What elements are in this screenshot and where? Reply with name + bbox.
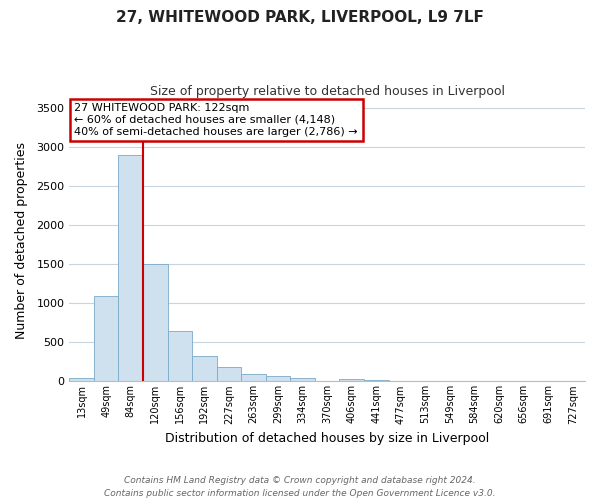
Bar	[217, 366, 241, 382]
Title: Size of property relative to detached houses in Liverpool: Size of property relative to detached ho…	[149, 85, 505, 98]
Text: 27, WHITEWOOD PARK, LIVERPOOL, L9 7LF: 27, WHITEWOOD PARK, LIVERPOOL, L9 7LF	[116, 10, 484, 25]
Y-axis label: Number of detached properties: Number of detached properties	[15, 142, 28, 340]
X-axis label: Distribution of detached houses by size in Liverpool: Distribution of detached houses by size …	[165, 432, 489, 445]
Bar	[94, 296, 118, 382]
Bar	[241, 374, 266, 382]
Bar	[266, 376, 290, 382]
Text: 27 WHITEWOOD PARK: 122sqm
← 60% of detached houses are smaller (4,148)
40% of se: 27 WHITEWOOD PARK: 122sqm ← 60% of detac…	[74, 104, 358, 136]
Bar	[118, 155, 143, 382]
Text: Contains HM Land Registry data © Crown copyright and database right 2024.
Contai: Contains HM Land Registry data © Crown c…	[104, 476, 496, 498]
Bar	[290, 378, 315, 382]
Bar	[70, 378, 94, 382]
Bar	[143, 264, 167, 382]
Bar	[364, 380, 389, 382]
Bar	[167, 332, 192, 382]
Bar	[192, 356, 217, 382]
Bar	[340, 379, 364, 382]
